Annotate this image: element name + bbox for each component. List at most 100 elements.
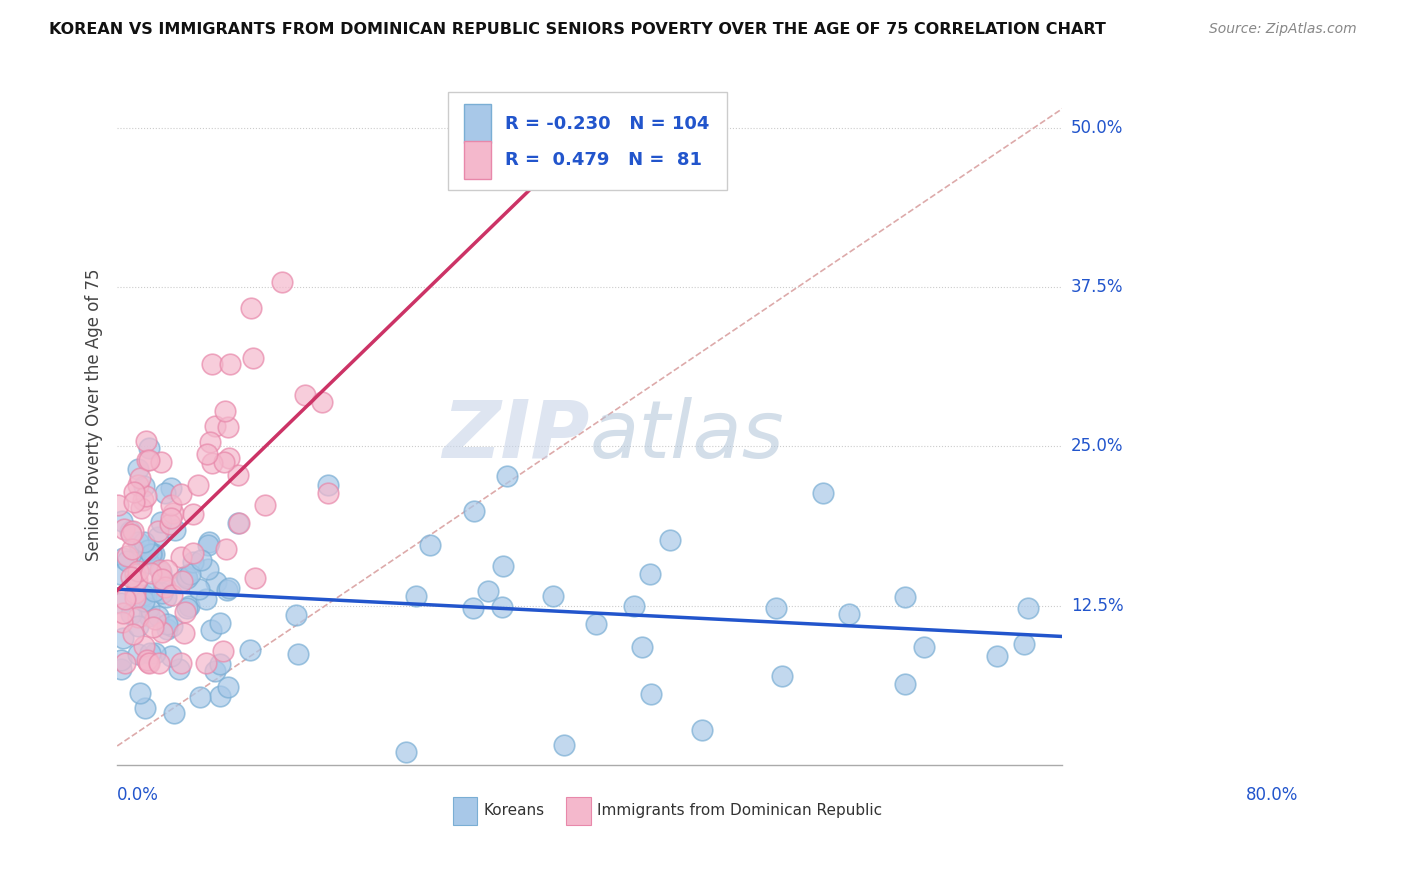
Point: [128, 546, 150, 560]
Point: [1017, 601, 1039, 615]
Point: [243, 571, 266, 585]
Point: [136, 655, 159, 669]
Point: [138, 601, 160, 615]
Point: [122, 484, 145, 499]
Point: [811, 486, 834, 500]
Point: [127, 609, 149, 624]
Point: [134, 588, 156, 602]
Point: [146, 609, 169, 624]
Point: [765, 601, 787, 615]
Point: [143, 611, 166, 625]
Point: [121, 541, 143, 556]
Point: [170, 656, 193, 670]
Point: [155, 563, 177, 577]
Point: [218, 581, 240, 595]
Point: [179, 567, 201, 582]
Point: [148, 524, 170, 539]
Text: 37.5%: 37.5%: [1071, 278, 1123, 296]
Point: [124, 567, 146, 582]
Point: [110, 514, 132, 528]
Point: [124, 591, 146, 606]
Point: [690, 723, 713, 737]
Point: [111, 550, 134, 565]
Point: [138, 441, 160, 455]
Point: [188, 690, 211, 704]
Point: [491, 599, 513, 614]
Point: [208, 690, 231, 704]
Point: [155, 486, 177, 500]
Text: R =  0.479   N =  81: R = 0.479 N = 81: [505, 151, 702, 169]
Point: [311, 394, 333, 409]
Point: [770, 669, 793, 683]
Point: [134, 700, 156, 714]
Point: [228, 516, 250, 531]
Point: [139, 547, 162, 561]
Point: [170, 487, 193, 501]
Point: [195, 592, 218, 607]
Point: [212, 644, 235, 658]
Point: [156, 622, 179, 636]
Point: [160, 511, 183, 525]
Point: [127, 619, 149, 633]
Point: [838, 607, 860, 621]
Point: [117, 549, 139, 563]
Text: Source: ZipAtlas.com: Source: ZipAtlas.com: [1209, 22, 1357, 37]
Point: [198, 434, 221, 449]
Point: [150, 572, 173, 586]
Point: [150, 586, 173, 600]
Point: [395, 745, 418, 759]
Point: [131, 492, 153, 507]
Point: [167, 576, 190, 591]
Point: [160, 588, 183, 602]
Point: [142, 547, 165, 561]
Point: [159, 648, 181, 663]
Point: [167, 662, 190, 676]
Point: [153, 580, 176, 594]
Point: [986, 649, 1008, 664]
Point: [150, 624, 173, 639]
Text: Immigrants from Dominican Republic: Immigrants from Dominican Republic: [598, 803, 883, 818]
Point: [135, 489, 157, 503]
Point: [204, 664, 226, 678]
Point: [112, 632, 135, 646]
Point: [149, 565, 172, 579]
Point: [294, 388, 316, 402]
Text: ZIP: ZIP: [443, 397, 589, 475]
Point: [496, 469, 519, 483]
Point: [659, 533, 682, 547]
Point: [159, 516, 181, 531]
Point: [138, 656, 160, 670]
Point: [201, 456, 224, 470]
Point: [218, 450, 240, 465]
Point: [135, 434, 157, 449]
Point: [170, 550, 193, 565]
Point: [201, 357, 224, 371]
Point: [132, 479, 155, 493]
Point: [208, 657, 231, 671]
Point: [240, 301, 263, 315]
Point: [543, 589, 565, 603]
Point: [219, 357, 242, 371]
Point: [122, 495, 145, 509]
Point: [463, 504, 485, 518]
Point: [127, 477, 149, 491]
Point: [242, 351, 264, 366]
Point: [165, 523, 187, 537]
Point: [179, 599, 201, 614]
Text: atlas: atlas: [589, 397, 785, 475]
Point: [122, 626, 145, 640]
Text: KOREAN VS IMMIGRANTS FROM DOMINICAN REPUBLIC SENIORS POVERTY OVER THE AGE OF 75 : KOREAN VS IMMIGRANTS FROM DOMINICAN REPU…: [49, 22, 1107, 37]
Point: [204, 575, 226, 590]
Point: [461, 601, 484, 615]
Point: [195, 656, 218, 670]
Point: [195, 447, 218, 461]
Point: [316, 478, 339, 492]
Point: [912, 640, 935, 655]
Point: [155, 590, 177, 604]
Point: [316, 486, 339, 500]
FancyBboxPatch shape: [567, 797, 591, 825]
Point: [492, 558, 515, 573]
Text: R = -0.230   N = 104: R = -0.230 N = 104: [505, 115, 709, 133]
Point: [150, 455, 173, 469]
Point: [128, 471, 150, 485]
